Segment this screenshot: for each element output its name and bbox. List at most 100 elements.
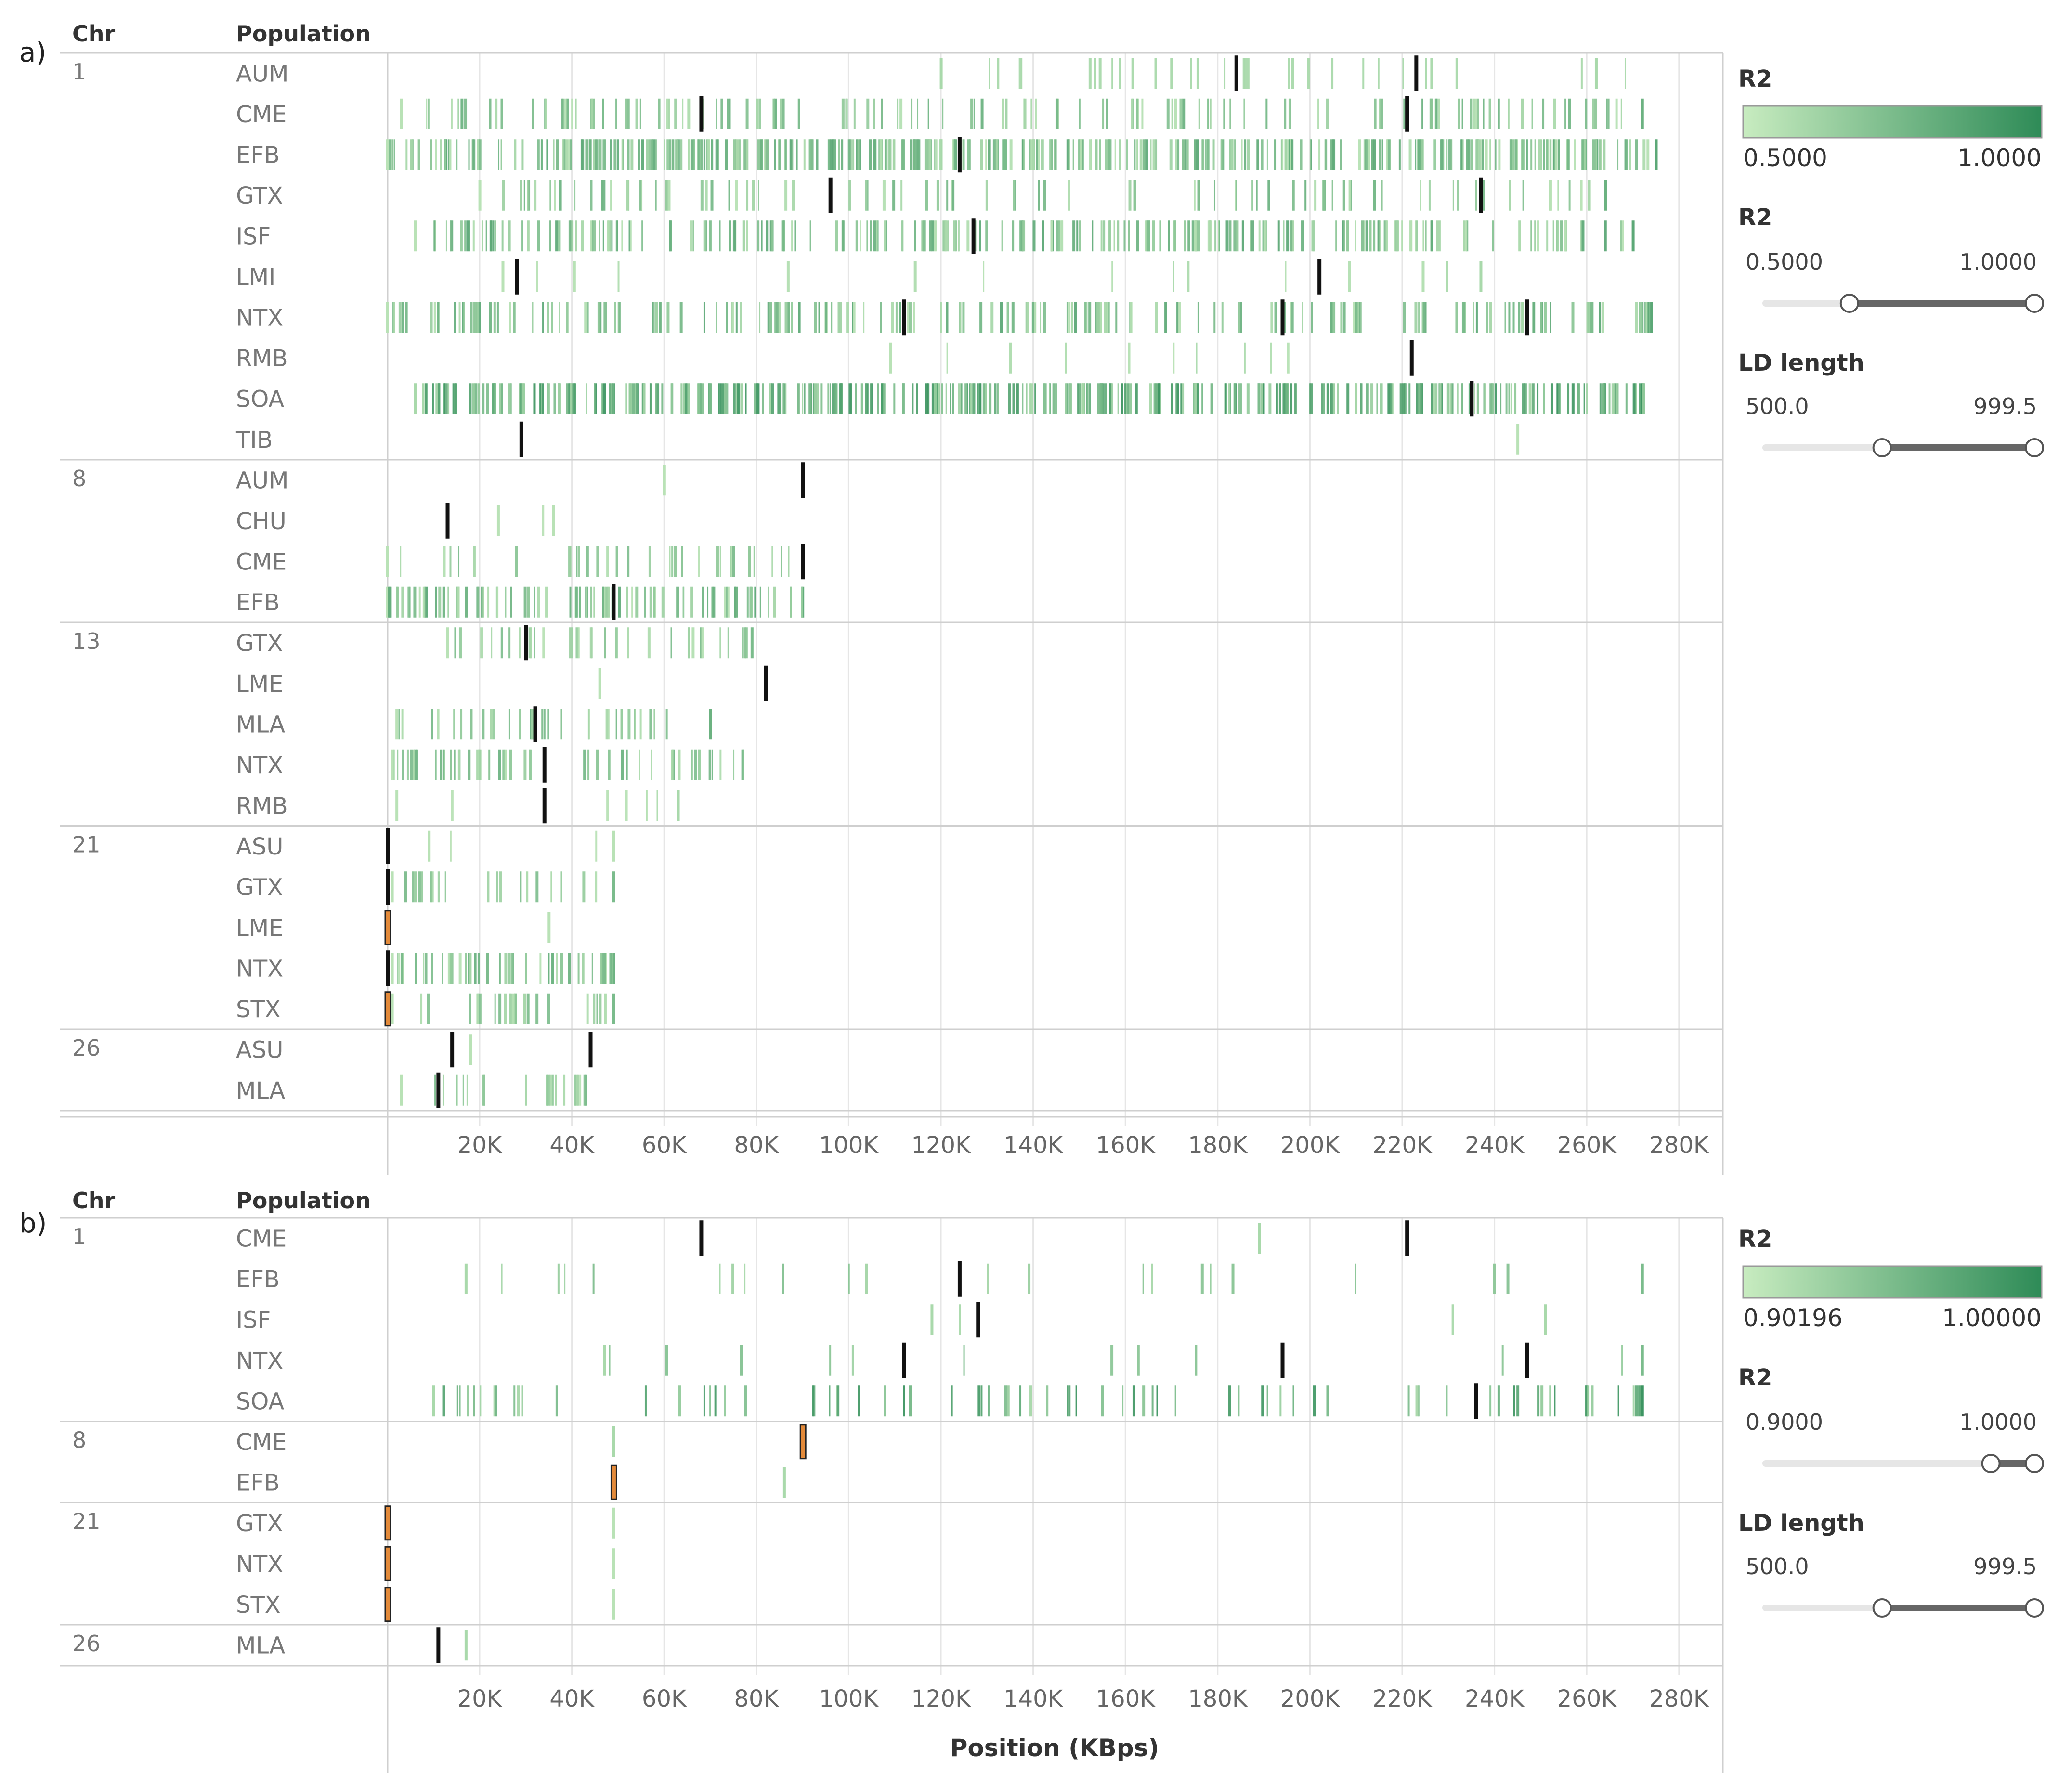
ld-slider-max-handle (2025, 1598, 2044, 1618)
r2-tick (498, 139, 500, 170)
r2-tick (1176, 383, 1179, 414)
r2-tick (466, 220, 469, 252)
ld-block-marker (1317, 259, 1322, 295)
x-tick-label: 120K (911, 1685, 971, 1712)
r2-tick (594, 383, 596, 414)
r2-tick (814, 383, 817, 414)
r2-tick (1042, 220, 1044, 252)
r2-tick (547, 383, 550, 414)
r2-tick (386, 546, 389, 577)
r2-tick (586, 586, 588, 618)
population-label: TIB (235, 427, 273, 453)
r2-tick (1346, 383, 1350, 414)
ld-block-marker (1414, 55, 1419, 91)
r2-tick (1380, 98, 1383, 129)
r2-tick (1241, 220, 1244, 252)
r2-tick (537, 139, 540, 170)
r2-tick (784, 180, 788, 211)
r2-tick (1472, 98, 1475, 129)
r2-tick (608, 220, 611, 252)
r2-tick (1291, 220, 1294, 252)
r2-tick (1150, 139, 1152, 170)
r2-tick (923, 220, 926, 252)
r2-tick (1290, 139, 1292, 170)
r2-tick (1577, 383, 1579, 414)
r2-tick (444, 871, 446, 903)
r2-tick (1498, 139, 1501, 170)
r2-tick (709, 1385, 711, 1417)
r2-tick (644, 1385, 647, 1417)
r2-tick (754, 586, 756, 618)
r2-tick (1225, 383, 1227, 414)
r2-tick (835, 220, 838, 252)
r2-tick (1187, 261, 1190, 292)
r2-tick (936, 139, 938, 170)
r2-tick (1174, 220, 1176, 252)
r2-tick (1509, 180, 1511, 211)
r2-tick (827, 139, 829, 170)
ld-block-marker (902, 299, 906, 336)
r2-tick (1620, 220, 1622, 252)
r2-tick (1581, 220, 1585, 252)
r2-tick (1403, 98, 1406, 129)
r2-tick (1302, 220, 1304, 252)
r2-tick (1641, 1263, 1644, 1294)
r2-tick (1580, 180, 1583, 211)
r2-tick (427, 993, 430, 1024)
r2-tick (609, 953, 612, 984)
r2-tick (909, 302, 912, 333)
r2-tick (1214, 220, 1217, 252)
r2-tick (540, 139, 542, 170)
ld-block-marker (612, 584, 616, 620)
r2-tick (478, 180, 482, 211)
r2-tick (796, 139, 798, 170)
r2-tick (858, 1385, 860, 1417)
r2-tick (534, 627, 535, 659)
r2-tick (612, 1589, 615, 1620)
r2-tick (491, 627, 493, 659)
r2-tick (1145, 139, 1148, 170)
r2-tick (470, 302, 472, 333)
r2-tick (1441, 383, 1443, 414)
r2-tick (1564, 98, 1566, 129)
r2-tick (574, 1074, 576, 1106)
r2-tick (946, 302, 949, 333)
r2-tick (1522, 383, 1525, 414)
r2-tick (994, 383, 997, 414)
r2-tick (1040, 302, 1042, 333)
ld-block-marker (699, 1220, 704, 1256)
r2-tick (410, 749, 413, 780)
r2-tick (1213, 302, 1216, 333)
r2-tick (1174, 98, 1177, 129)
r2-tick (790, 139, 792, 170)
r2-tick (1635, 302, 1638, 333)
r2-tick (1379, 98, 1381, 129)
r2-tick (669, 220, 672, 252)
r2-tick (579, 1074, 582, 1106)
r2-tick (405, 139, 408, 170)
r2-tick (650, 383, 652, 414)
r2-tick (1270, 302, 1273, 333)
r2-tick (606, 546, 609, 577)
r2-tick (643, 383, 646, 414)
r2-tick (1640, 302, 1642, 333)
r2-tick (736, 139, 739, 170)
r2-tick (1504, 302, 1506, 333)
r2-tick (1585, 139, 1587, 170)
r2-tick (649, 139, 651, 170)
x-tick-label: 160K (1096, 1132, 1156, 1159)
r2-tick (1514, 139, 1517, 170)
r2-tick (1631, 220, 1635, 252)
r2-tick (648, 546, 651, 577)
r2-tick (1331, 180, 1333, 211)
r2-tick (508, 383, 511, 414)
r2-tick (523, 993, 526, 1024)
population-label: NTX (236, 752, 283, 779)
r2-tick (1497, 1385, 1500, 1417)
r2-tick (1418, 302, 1420, 333)
r2-tick (626, 749, 628, 780)
r2-tick (1139, 139, 1143, 170)
r2-tick (1604, 220, 1607, 252)
r2-tick (615, 627, 618, 659)
r2-tick (829, 1385, 831, 1417)
